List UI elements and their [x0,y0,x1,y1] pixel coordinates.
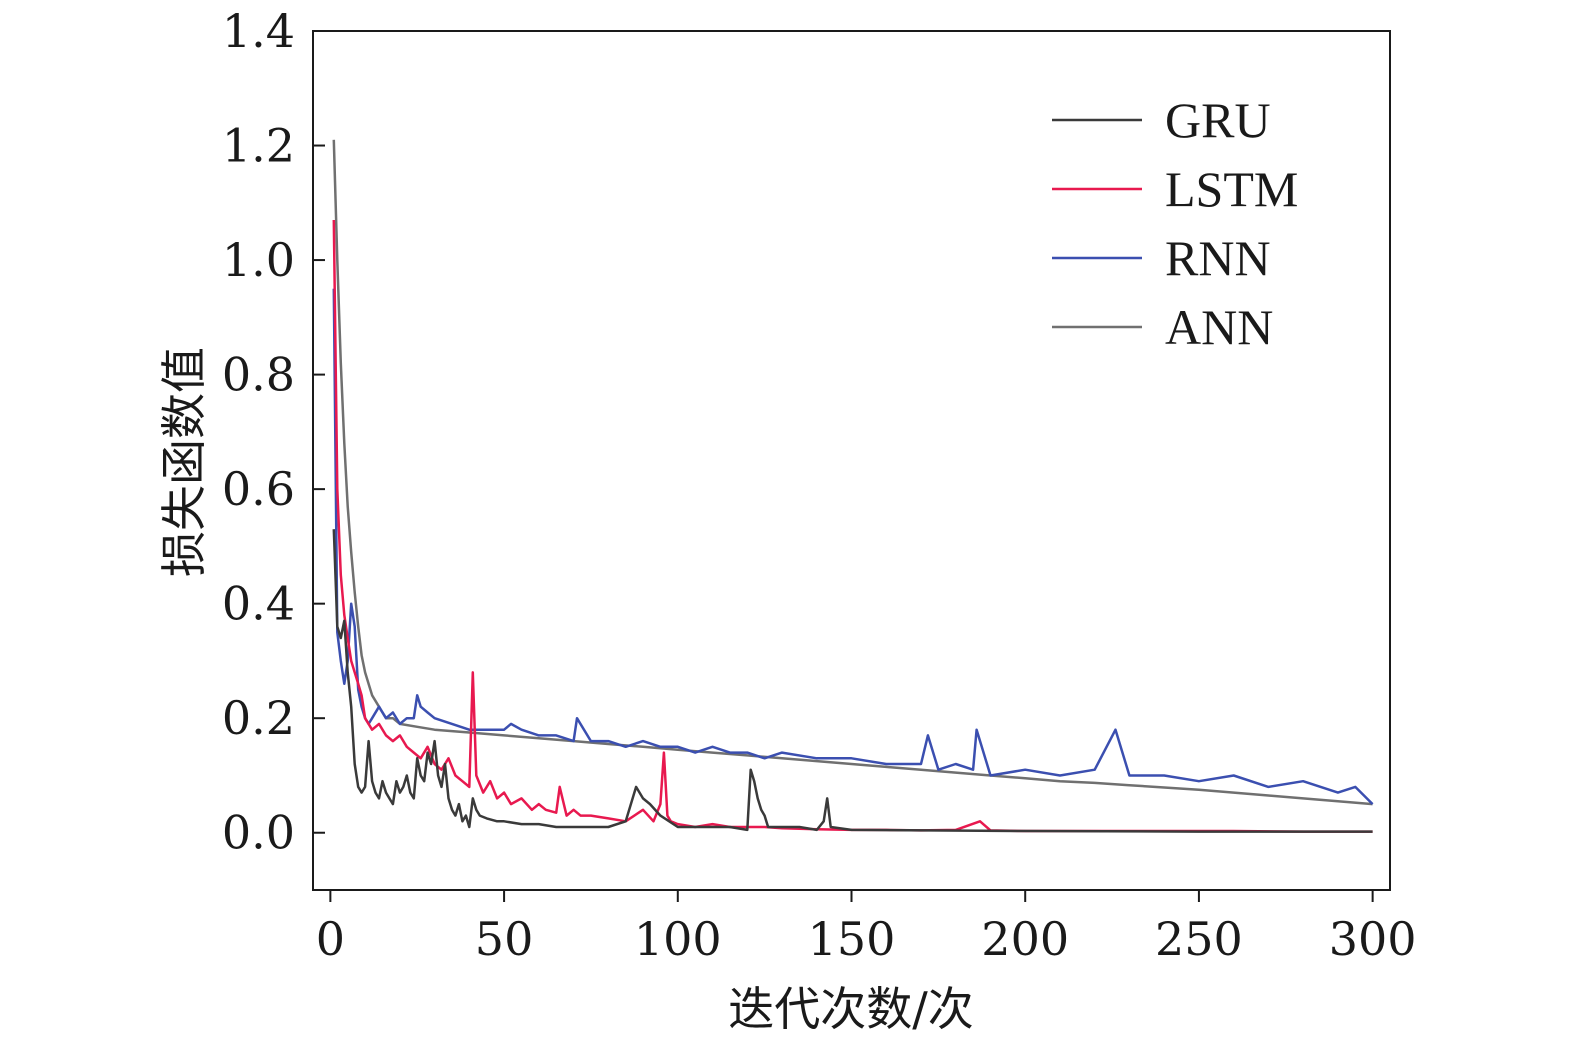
legend-label-lstm: LSTM [1165,161,1298,217]
legend: GRU LSTM RNN ANN [1052,92,1298,355]
y-axis: 0.0 0.2 0.4 0.6 0.8 1.0 1.2 1.4 [222,4,325,860]
series-line-rnn [332,288,1374,805]
series-line-lstm [332,219,1373,833]
y-tick-label: 0.4 [222,577,295,631]
x-tick-label: 100 [634,912,722,966]
y-tick-label: 1.0 [222,233,295,287]
x-axis: 0 50 100 150 200 250 300 [316,890,1417,966]
series-line-gru [332,529,1373,833]
x-tick-label: 200 [981,912,1069,966]
legend-label-gru: GRU [1165,92,1271,148]
x-axis-title: 迭代次数/次 [728,982,974,1036]
y-tick-label: 0.0 [222,806,295,860]
y-tick-label: 0.6 [222,462,295,516]
y-tick-label: 1.4 [222,4,295,58]
y-tick-label: 0.2 [222,691,295,745]
y-tick-label: 0.8 [222,348,295,402]
plot-frame [312,30,1391,891]
legend-label-rnn: RNN [1165,230,1271,286]
legend-label-ann: ANN [1165,299,1273,355]
series-line-ann [332,139,1373,806]
x-tick-label: 250 [1155,912,1243,966]
y-axis-title: 损失函数值 [157,347,211,577]
x-tick-label: 0 [316,912,345,966]
x-tick-label: 300 [1329,912,1417,966]
x-tick-label: 50 [475,912,534,966]
y-tick-label: 1.2 [222,119,295,173]
x-tick-label: 150 [808,912,896,966]
series-layer [332,139,1374,833]
